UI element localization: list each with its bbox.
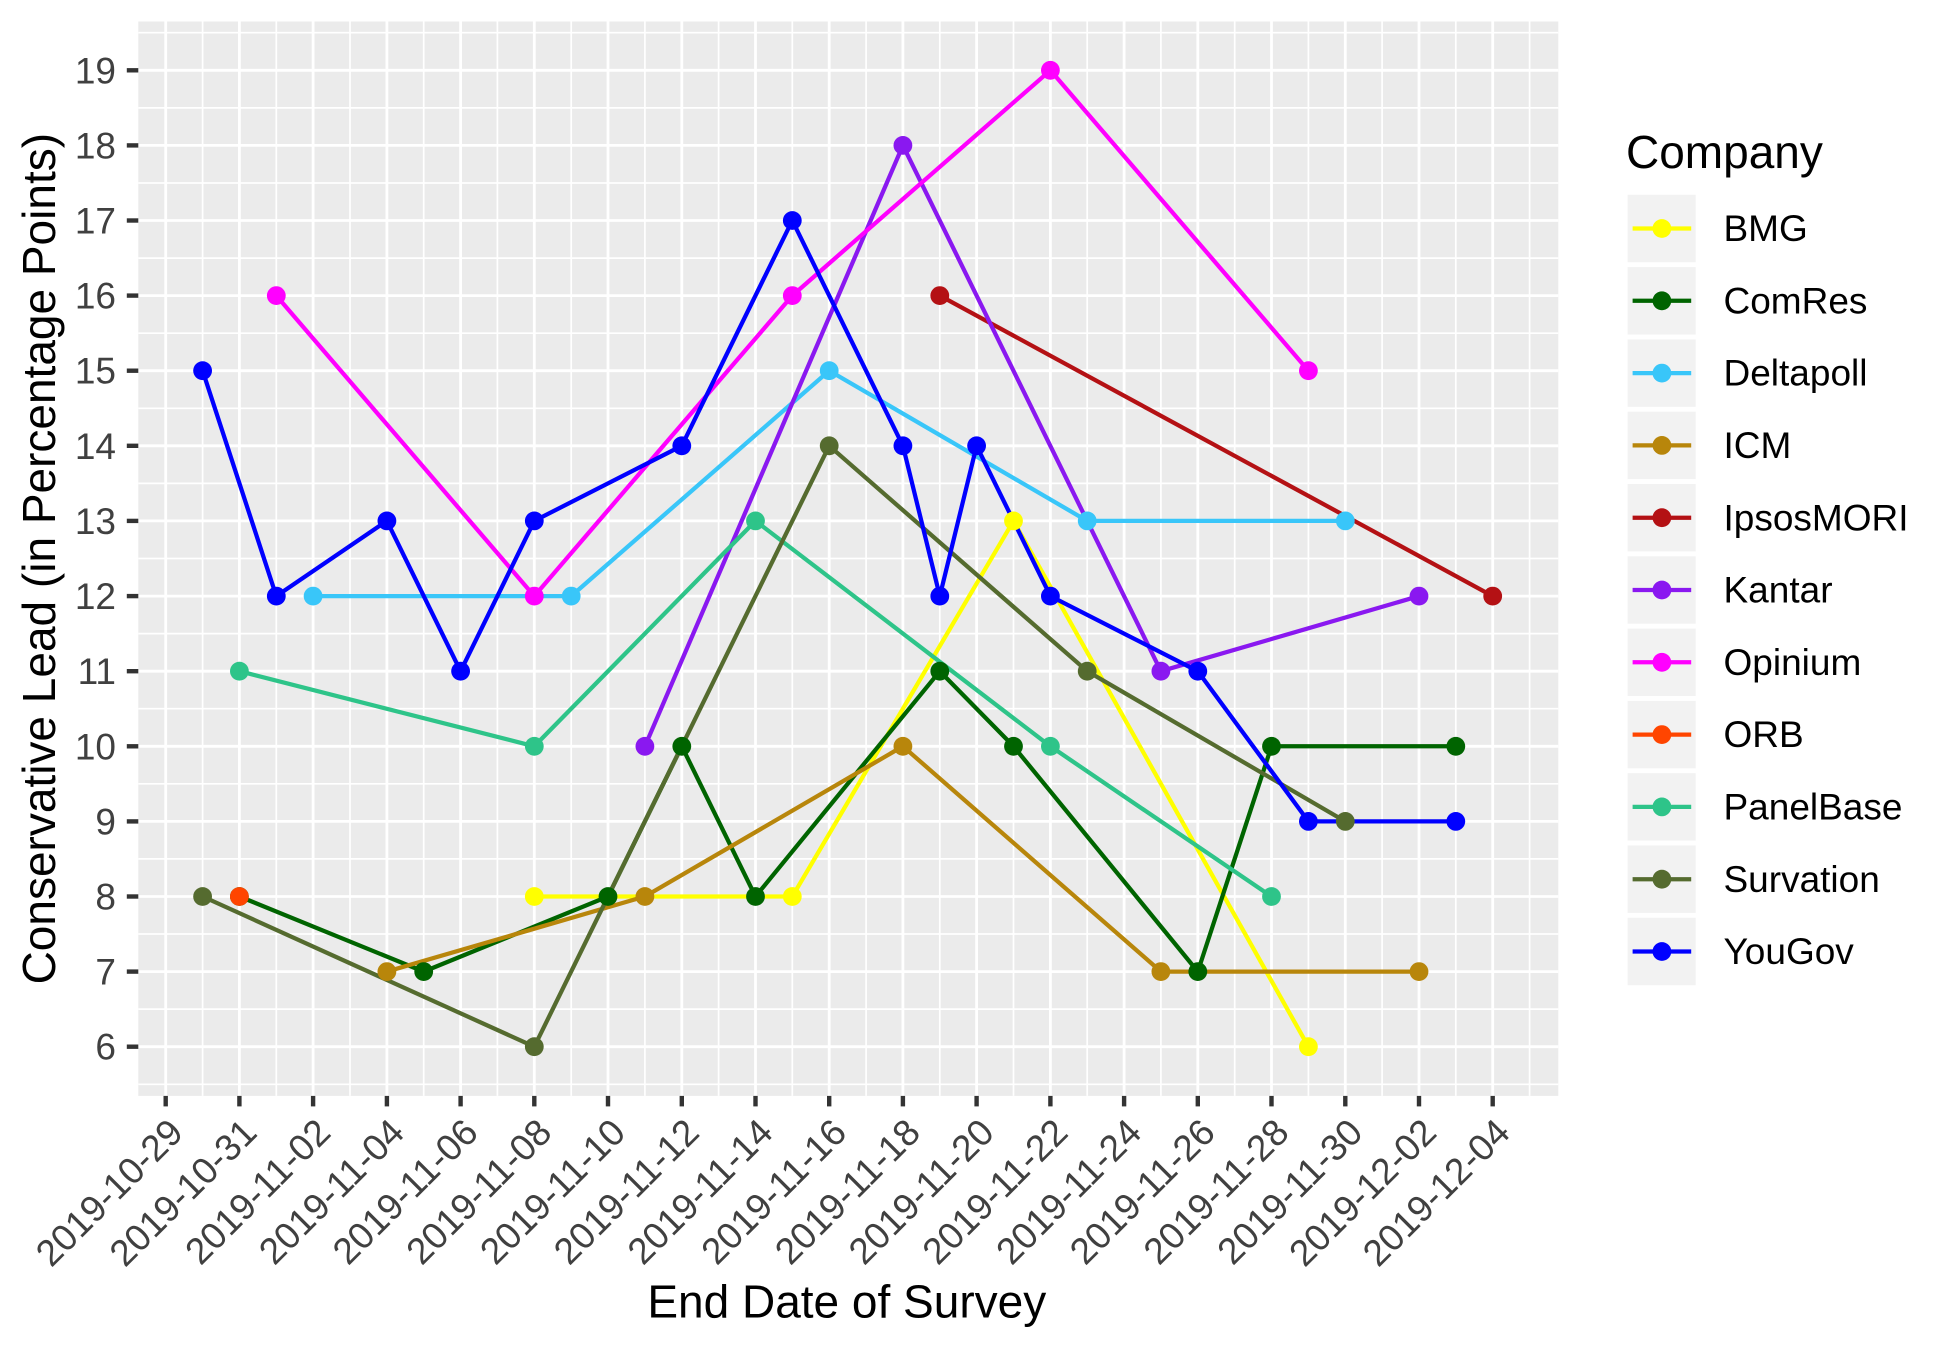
svg-text:YouGov: YouGov [1724, 931, 1855, 972]
svg-text:12: 12 [75, 576, 116, 617]
svg-text:11: 11 [78, 651, 116, 692]
svg-text:End Date of Survey: End Date of Survey [647, 1275, 1046, 1327]
svg-text:9: 9 [95, 801, 116, 842]
svg-text:10: 10 [75, 726, 116, 767]
svg-text:6: 6 [95, 1027, 116, 1068]
svg-text:15: 15 [75, 351, 116, 392]
svg-text:Kantar: Kantar [1724, 570, 1833, 611]
svg-text:13: 13 [75, 501, 116, 542]
svg-text:Company: Company [1626, 126, 1823, 178]
svg-text:18: 18 [75, 125, 116, 166]
svg-text:Conservative Lead (in Percenta: Conservative Lead (in Percentage Points) [13, 133, 65, 984]
svg-text:ORB: ORB [1724, 714, 1804, 755]
svg-text:17: 17 [75, 201, 116, 242]
svg-text:16: 16 [75, 276, 116, 317]
svg-text:ComRes: ComRes [1724, 280, 1868, 321]
svg-text:Survation: Survation [1724, 859, 1880, 900]
svg-text:7: 7 [95, 952, 116, 993]
svg-text:ICM: ICM [1724, 425, 1792, 466]
svg-text:IpsosMORI: IpsosMORI [1724, 497, 1909, 538]
svg-text:8: 8 [95, 877, 116, 918]
svg-text:19: 19 [75, 50, 116, 91]
svg-text:PanelBase: PanelBase [1724, 787, 1903, 828]
svg-text:Opinium: Opinium [1724, 642, 1862, 683]
svg-text:BMG: BMG [1724, 208, 1808, 249]
svg-text:14: 14 [75, 426, 116, 467]
svg-text:Deltapoll: Deltapoll [1724, 353, 1868, 394]
